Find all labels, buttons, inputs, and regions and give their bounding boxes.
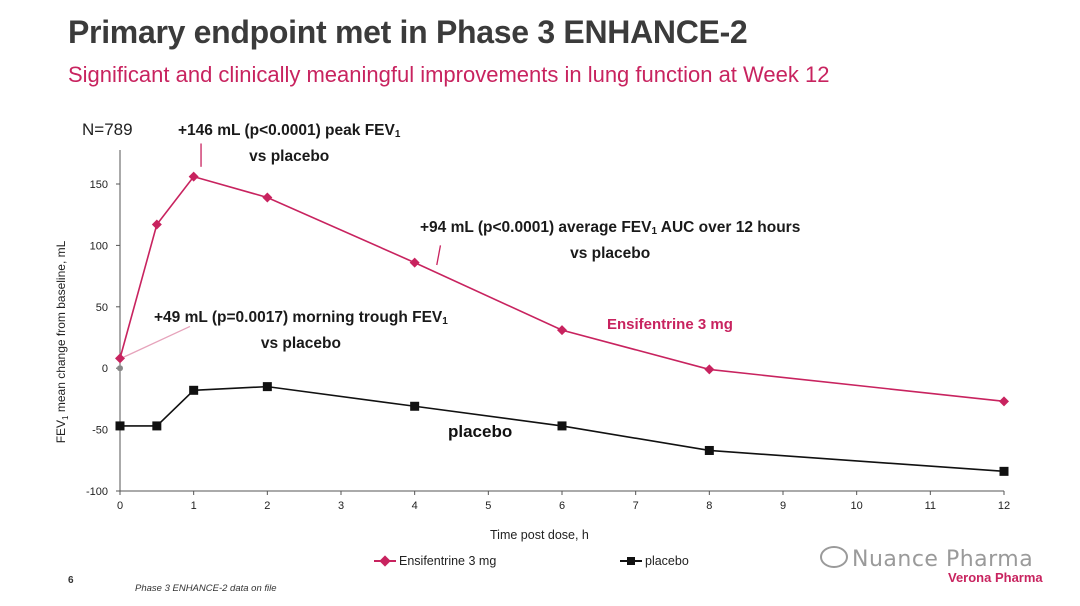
x-tick-label: 7: [633, 500, 639, 512]
watermark: Nuance Pharma: [820, 546, 1033, 572]
auc-annotation-connector: [436, 245, 442, 266]
placebo-data-point: [410, 401, 420, 411]
x-tick-label: 9: [780, 500, 786, 512]
auc-annotation: +94 mL (p<0.0001) average FEV1 AUC over …: [420, 217, 800, 265]
legend-item-placebo: placebo: [620, 554, 689, 568]
trough-annotation-connector: [123, 325, 191, 358]
square-marker-icon: [627, 557, 635, 565]
auc-annotation-line2: vs placebo: [570, 245, 651, 262]
placebo-data-point: [262, 382, 272, 392]
x-tick-label: 3: [338, 500, 344, 512]
placebo-series-label: placebo: [448, 422, 513, 441]
ensifentrine-series-label: Ensifentrine 3 mg: [607, 316, 733, 333]
y-tick-label: 0: [102, 363, 108, 375]
legend-line-ensifentrine: [374, 555, 396, 567]
trough-annotation: +49 mL (p=0.0017) morning trough FEV1 vs…: [154, 307, 448, 355]
trough-annotation-line1: +49 mL (p=0.0017) morning trough FEV: [154, 309, 443, 326]
peak-annotation-sub: 1: [394, 129, 401, 140]
placebo-data-point: [704, 445, 714, 455]
auc-annotation-line1b: AUC over 12 hours: [657, 219, 801, 236]
legend-label-placebo: placebo: [645, 554, 689, 568]
y-axis-label-a: FEV: [53, 419, 68, 444]
placebo-data-point: [115, 421, 125, 431]
footnote: Phase 3 ENHANCE-2 data on file: [135, 583, 277, 594]
y-axis-label: FEV1 mean change from baseline, mL: [54, 241, 70, 444]
ensifentrine-data-point: [262, 192, 273, 203]
y-tick-label: -100: [86, 486, 108, 498]
x-tick-label: 10: [851, 500, 863, 512]
placebo-data-point: [999, 466, 1009, 476]
brand-logo: Verona Pharma: [948, 570, 1043, 585]
ensifentrine-data-point: [151, 219, 162, 230]
peak-annotation-line2: vs placebo: [249, 148, 330, 165]
peak-annotation: +146 mL (p<0.0001) peak FEV1 vs placebo: [178, 120, 400, 168]
auc-annotation-line1a: +94 mL (p<0.0001) average FEV: [420, 219, 652, 236]
y-tick-label: 150: [90, 179, 108, 191]
diamond-marker-icon: [379, 555, 391, 567]
x-tick-label: 8: [706, 500, 712, 512]
peak-annotation-line1: +146 mL (p<0.0001) peak FEV: [178, 122, 395, 139]
x-tick-label: 5: [485, 500, 491, 512]
placebo-data-point: [557, 421, 567, 431]
legend-line-placebo: [620, 557, 642, 565]
placebo-data-point: [152, 421, 162, 431]
y-tick-label: 50: [96, 302, 108, 314]
y-tick-label: -50: [92, 425, 108, 437]
x-tick-label: 0: [117, 500, 123, 512]
placebo-series-line: [120, 385, 1005, 473]
page-title: Primary endpoint met in Phase 3 ENHANCE-…: [68, 14, 748, 50]
page-subtitle: Significant and clinically meaningful im…: [68, 62, 830, 87]
ensifentrine-data-point: [188, 171, 199, 182]
y-axis-label-sub: 1: [61, 415, 71, 420]
ensifentrine-data-point: [704, 364, 715, 375]
trough-annotation-line2: vs placebo: [260, 335, 341, 352]
watermark-text: Nuance Pharma: [852, 547, 1034, 572]
ensifentrine-data-point: [409, 257, 420, 268]
y-tick-label: 100: [90, 240, 108, 252]
legend-label-ensifentrine: Ensifentrine 3 mg: [399, 554, 497, 568]
x-tick-label: 2: [264, 500, 270, 512]
page-number: 6: [68, 575, 74, 586]
y-axis-label-b: mean change from baseline, mL: [53, 240, 68, 416]
x-tick-label: 6: [559, 500, 565, 512]
x-tick-label: 4: [412, 500, 418, 512]
placebo-data-point: [189, 385, 199, 395]
ensifentrine-data-point: [557, 325, 567, 336]
chat-bubble-icon: [820, 546, 848, 568]
baseline-origin-point: [117, 365, 123, 372]
trough-annotation-sub: 1: [442, 316, 448, 327]
ensifentrine-series-line: [119, 175, 1005, 403]
x-tick-label: 12: [998, 500, 1010, 512]
x-tick-label: 11: [925, 500, 936, 512]
auc-annotation-sub: 1: [651, 226, 658, 237]
ensifentrine-data-point: [999, 396, 1009, 407]
sample-size-label: N=789: [82, 120, 133, 139]
ensifentrine-data-point: [115, 353, 125, 364]
legend-item-ensifentrine: Ensifentrine 3 mg: [374, 554, 496, 568]
x-tick-label: 1: [191, 500, 197, 512]
x-axis-label: Time post dose, h: [490, 528, 589, 542]
